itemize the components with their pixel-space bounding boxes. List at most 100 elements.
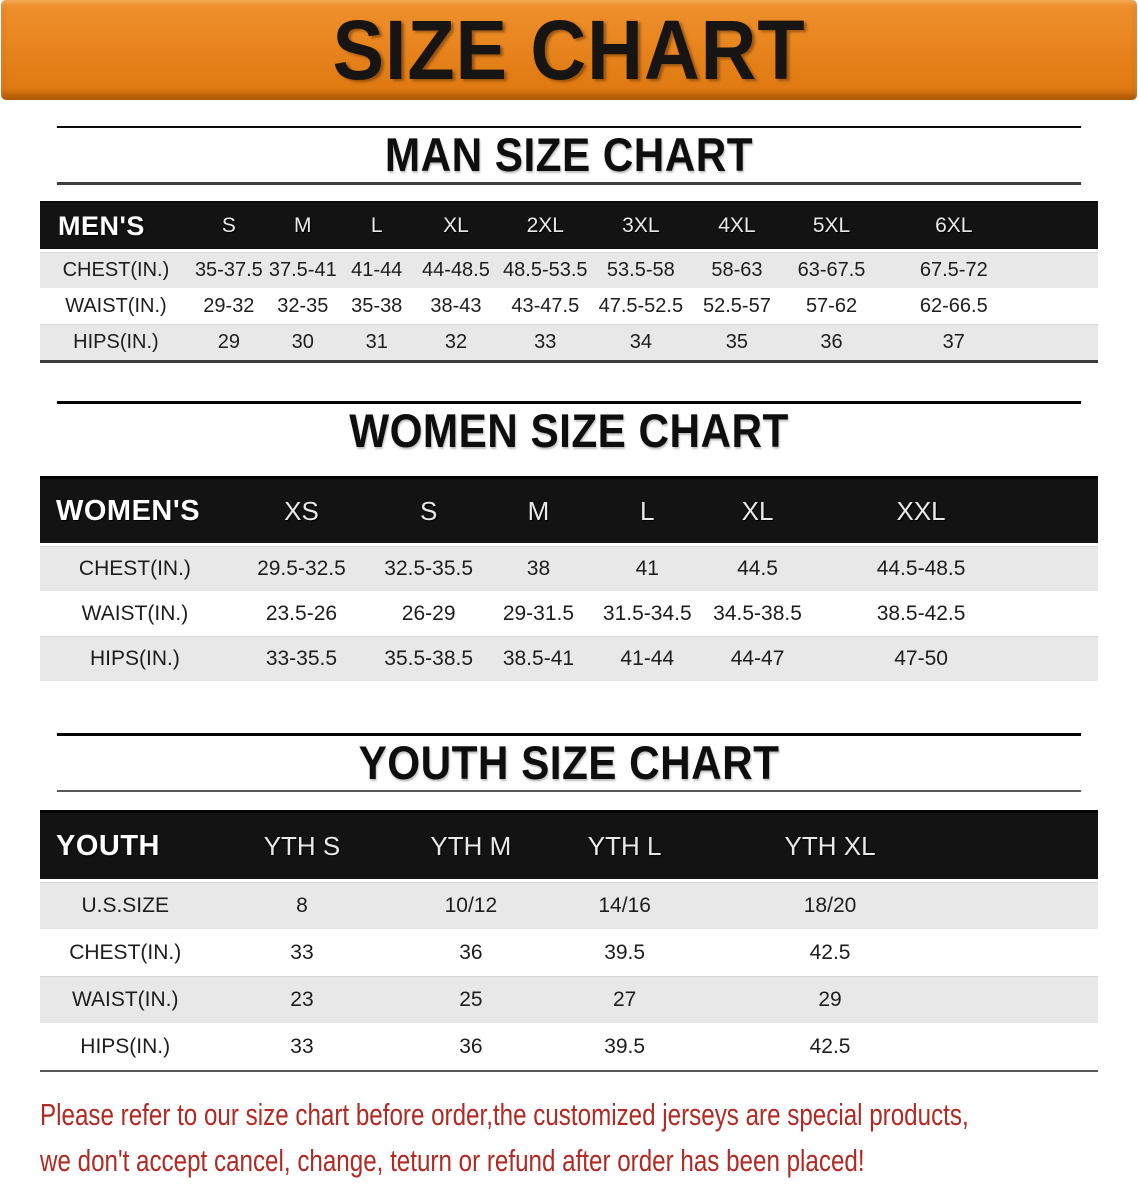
measurement-value: 29-31.5 [484,591,593,636]
measurement-value: 62-66.5 [878,288,1098,324]
measurement-value: 32-35 [265,288,340,324]
measurement-value: 8 [210,880,394,929]
measurement-row: HIPS(IN.) 33 36 39.5 42.5 [40,1023,1098,1071]
measurement-value: 53.5-58 [592,250,690,288]
size-column-header: M [265,202,340,252]
measurement-value: 41-44 [339,250,414,288]
measurement-value: 52.5-57 [689,288,785,324]
measurement-row: HIPS(IN.) 33-35.5 35.5-38.5 38.5-41 41-44 44-… [40,636,1098,681]
measurement-value: 27 [548,976,702,1023]
measurement-value: 67.5-72 [878,250,1098,288]
size-column-header: YTH S [210,811,394,882]
measurement-label: CHEST(IN.) [40,929,211,976]
banner: SIZE CHART [1,0,1137,100]
measurement-value: 33-35.5 [229,636,374,681]
youth-section: YOUTH SIZE CHART YOUTH YTH S YTH M YTH L YTH… [0,733,1138,1072]
size-column-header: YTH XL [701,811,1098,882]
measurement-label: WAIST(IN.) [40,976,211,1023]
measurement-label: HIPS(IN.) [40,636,230,681]
measurement-value: 38-43 [413,288,499,324]
measurement-value: 35 [689,324,785,362]
measurement-value: 36 [393,1023,549,1071]
measurement-value: 18/20 [701,880,1098,929]
measurement-value: 44-47 [701,636,814,681]
measurement-value: 36 [393,929,549,976]
measurement-value: 29 [191,324,266,362]
measurement-value: 14/16 [548,880,702,929]
measurement-value: 30 [265,324,340,362]
measurement-value: 47-50 [813,636,1098,681]
measurement-value: 25 [393,976,549,1023]
women-section: WOMEN SIZE CHART WOMEN'S XS S M L XL XXL CHEST(… [0,401,1138,681]
women-section-title: WOMEN SIZE CHART [56,401,1082,458]
measurement-value: 34 [592,324,690,362]
size-column-header: L [339,202,414,252]
measurement-value: 37.5-41 [265,250,340,288]
size-column-header: L [592,477,702,546]
measurement-value: 29 [701,976,1098,1023]
size-column-header: YTH M [393,811,549,882]
measurement-value: 43-47.5 [498,288,593,324]
banner-title: SIZE CHART [332,3,806,97]
size-column-header: S [373,477,485,546]
size-column-header: XL [701,477,814,546]
youth-size-table: YOUTH YTH S YTH M YTH L YTH XL U.S.SIZE 8 10/12… [40,810,1098,1072]
size-group-label: WOMEN'S [40,477,230,546]
measurement-value: 35-38 [339,288,414,324]
disclaimer-text: Please refer to our size chart before or… [40,1092,1132,1184]
youth-section-title: YOUTH SIZE CHART [56,733,1082,792]
measurement-row: CHEST(IN.) 29.5-32.5 32.5-35.5 38 41 44.5 44.5… [40,544,1098,591]
measurement-row: WAIST(IN.) 29-32 32-35 35-38 38-43 43-47.5 47.… [40,288,1098,324]
measurement-value: 38.5-42.5 [813,591,1098,636]
size-column-header: 4XL [689,202,785,252]
measurement-value: 44.5-48.5 [813,544,1098,591]
measurement-label: WAIST(IN.) [40,288,192,324]
size-column-header: 5XL [784,202,879,252]
size-header-row: WOMEN'S XS S M L XL XXL [40,477,1098,546]
measurement-value: 47.5-52.5 [592,288,690,324]
measurement-value: 29-32 [191,288,266,324]
measurement-value: 44-48.5 [413,250,499,288]
measurement-value: 41 [592,544,702,591]
measurement-value: 39.5 [548,929,702,976]
measurement-row: WAIST(IN.) 23 25 27 29 [40,976,1098,1023]
measurement-value: 42.5 [701,1023,1098,1071]
men-section: MAN SIZE CHART MEN'S S M L XL 2XL 3XL 4XL 5XL 6XL… [0,126,1138,363]
size-column-header: 6XL [878,202,1098,252]
size-column-header: S [191,202,266,252]
measurement-row: CHEST(IN.) 33 36 39.5 42.5 [40,929,1098,976]
measurement-label: U.S.SIZE [40,880,211,929]
measurement-value: 57-62 [784,288,879,324]
measurement-value: 36 [784,324,879,362]
measurement-value: 33 [498,324,593,362]
disclaimer-line-1: Please refer to our size chart before or… [40,1097,969,1132]
measurement-row: U.S.SIZE 8 10/12 14/16 18/20 [40,880,1098,929]
size-group-label: MEN'S [40,202,192,252]
measurement-label: WAIST(IN.) [40,591,230,636]
measurement-value: 44.5 [701,544,814,591]
measurement-value: 34.5-38.5 [701,591,814,636]
size-group-label: YOUTH [40,811,211,882]
men-size-table: MEN'S S M L XL 2XL 3XL 4XL 5XL 6XL CHEST(IN.) 35-37… [40,201,1098,363]
measurement-value: 23.5-26 [229,591,374,636]
measurement-value: 31.5-34.5 [592,591,702,636]
measurement-value: 38.5-41 [484,636,593,681]
measurement-value: 31 [339,324,414,362]
measurement-value: 33 [210,929,394,976]
measurement-label: HIPS(IN.) [40,324,192,362]
measurement-value: 35-37.5 [191,250,266,288]
measurement-value: 29.5-32.5 [229,544,374,591]
measurement-value: 26-29 [373,591,485,636]
measurement-value: 10/12 [393,880,549,929]
measurement-value: 38 [484,544,593,591]
measurement-value: 48.5-53.5 [498,250,593,288]
measurement-value: 63-67.5 [784,250,879,288]
measurement-value: 32 [413,324,499,362]
measurement-row: HIPS(IN.) 29 30 31 32 33 34 35 36 37 [40,324,1098,362]
size-column-header: XS [229,477,374,546]
measurement-value: 33 [210,1023,394,1071]
measurement-value: 58-63 [689,250,785,288]
men-section-title: MAN SIZE CHART [56,126,1082,185]
measurement-value: 42.5 [701,929,1098,976]
